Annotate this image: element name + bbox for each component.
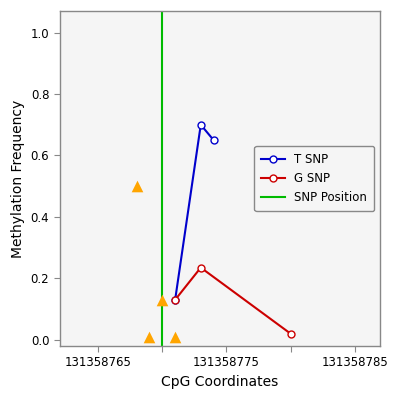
Y-axis label: Methylation Frequency: Methylation Frequency <box>11 99 25 258</box>
X-axis label: CpG Coordinates: CpG Coordinates <box>161 375 279 389</box>
Point <box>172 334 178 340</box>
Legend: T SNP, G SNP, SNP Position: T SNP, G SNP, SNP Position <box>254 146 374 211</box>
Point <box>159 297 166 303</box>
Point <box>146 334 153 340</box>
Point <box>134 183 140 189</box>
